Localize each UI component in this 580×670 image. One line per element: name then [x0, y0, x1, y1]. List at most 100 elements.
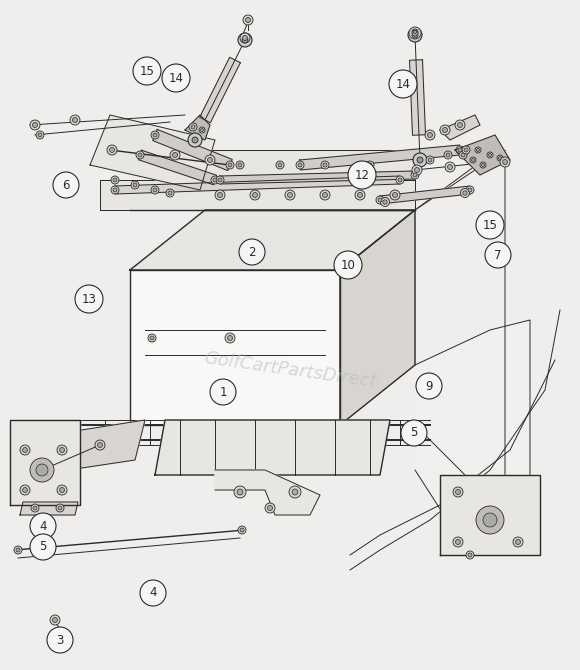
Circle shape: [111, 176, 119, 184]
Circle shape: [238, 526, 246, 534]
Circle shape: [32, 123, 38, 127]
Circle shape: [110, 147, 114, 153]
Polygon shape: [415, 320, 530, 540]
Circle shape: [462, 146, 470, 154]
Circle shape: [133, 183, 137, 187]
Circle shape: [208, 157, 212, 163]
Circle shape: [107, 145, 117, 155]
Circle shape: [412, 165, 422, 175]
Circle shape: [446, 153, 450, 157]
Circle shape: [409, 27, 421, 39]
Polygon shape: [130, 270, 340, 425]
Circle shape: [376, 196, 384, 204]
Circle shape: [36, 464, 48, 476]
Text: 6: 6: [62, 178, 70, 192]
Circle shape: [242, 37, 248, 43]
Circle shape: [113, 188, 117, 192]
Circle shape: [393, 192, 397, 198]
Circle shape: [485, 242, 511, 268]
Polygon shape: [200, 58, 240, 123]
Circle shape: [472, 159, 474, 161]
Circle shape: [20, 445, 30, 455]
Circle shape: [476, 506, 504, 534]
Polygon shape: [299, 145, 461, 170]
Circle shape: [468, 553, 472, 557]
Circle shape: [242, 36, 248, 40]
Polygon shape: [215, 470, 320, 515]
Circle shape: [475, 147, 481, 153]
Circle shape: [380, 198, 390, 206]
Circle shape: [276, 161, 284, 169]
Circle shape: [72, 117, 78, 123]
Circle shape: [30, 513, 56, 539]
Circle shape: [170, 150, 180, 160]
Circle shape: [425, 130, 435, 140]
Circle shape: [168, 191, 172, 195]
Circle shape: [238, 33, 252, 47]
Circle shape: [14, 546, 22, 554]
Circle shape: [240, 528, 244, 532]
Circle shape: [383, 200, 387, 204]
Circle shape: [234, 486, 246, 498]
Circle shape: [239, 239, 265, 265]
Circle shape: [23, 448, 27, 452]
Circle shape: [322, 192, 328, 198]
Circle shape: [227, 336, 233, 340]
Circle shape: [70, 115, 80, 125]
Circle shape: [426, 156, 434, 164]
Circle shape: [33, 506, 37, 510]
Circle shape: [210, 379, 236, 405]
Circle shape: [470, 157, 476, 163]
Text: 14: 14: [169, 72, 183, 84]
Circle shape: [412, 32, 418, 38]
Polygon shape: [409, 60, 426, 135]
Circle shape: [502, 159, 508, 165]
Circle shape: [292, 489, 298, 495]
Circle shape: [390, 190, 400, 200]
Circle shape: [366, 161, 374, 169]
Circle shape: [415, 168, 419, 172]
Circle shape: [357, 192, 362, 198]
Circle shape: [140, 580, 166, 606]
Circle shape: [50, 615, 60, 625]
Text: 4: 4: [149, 586, 157, 600]
Circle shape: [348, 161, 376, 189]
Circle shape: [459, 151, 467, 159]
Circle shape: [458, 123, 462, 127]
Polygon shape: [440, 115, 480, 140]
Circle shape: [298, 163, 302, 167]
Polygon shape: [153, 129, 232, 171]
Circle shape: [131, 181, 139, 189]
Text: 3: 3: [56, 634, 64, 647]
Circle shape: [57, 445, 67, 455]
Circle shape: [133, 57, 161, 85]
Circle shape: [162, 64, 190, 92]
Circle shape: [427, 133, 433, 137]
Circle shape: [500, 157, 510, 167]
Circle shape: [481, 163, 484, 167]
Circle shape: [453, 537, 463, 547]
Text: 12: 12: [354, 168, 369, 182]
Circle shape: [47, 627, 73, 653]
Circle shape: [466, 186, 474, 194]
Text: 10: 10: [340, 259, 356, 271]
Circle shape: [243, 15, 253, 25]
Circle shape: [238, 163, 242, 167]
Circle shape: [153, 188, 157, 192]
Circle shape: [416, 373, 442, 399]
Circle shape: [237, 489, 243, 495]
Circle shape: [444, 151, 452, 159]
Circle shape: [414, 31, 416, 34]
Text: 9: 9: [425, 379, 433, 393]
Circle shape: [497, 155, 503, 161]
Circle shape: [136, 151, 144, 159]
Circle shape: [480, 162, 486, 168]
Circle shape: [188, 133, 202, 147]
Circle shape: [113, 178, 117, 182]
Text: 5: 5: [410, 427, 418, 440]
Circle shape: [321, 161, 329, 169]
Circle shape: [412, 29, 418, 35]
Circle shape: [213, 178, 217, 182]
Circle shape: [148, 334, 156, 342]
Text: GolfCartPartsDirect: GolfCartPartsDirect: [202, 349, 378, 391]
